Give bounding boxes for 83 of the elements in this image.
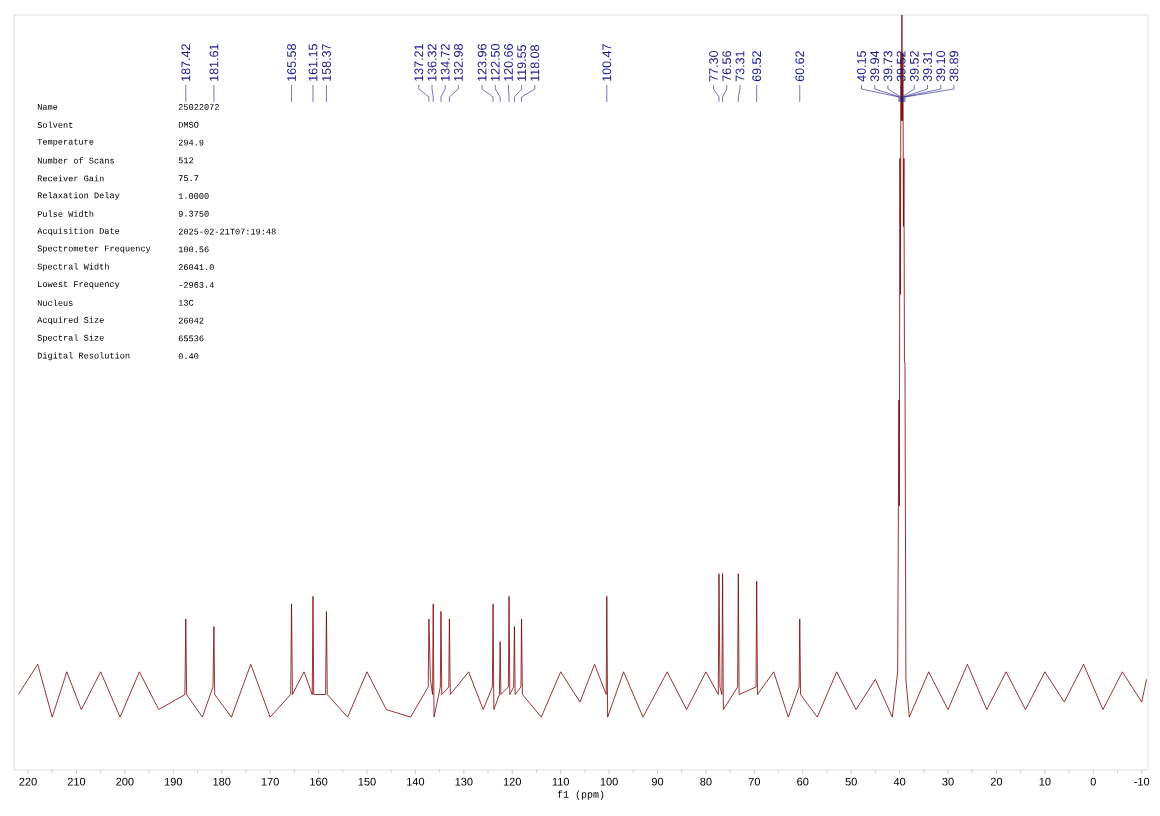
annotation: 165.58 [287, 44, 296, 81]
annotation: -2963.4 [179, 282, 214, 288]
annotation: Acquisition Date [37, 227, 120, 236]
x-tick-label: 20 [990, 777, 1003, 786]
x-tick-label: 170 [261, 777, 279, 786]
annotation: 0.40 [178, 353, 199, 360]
annotation: 187.42 [181, 44, 191, 81]
x-axis-title: f1 (ppm) [557, 790, 604, 800]
annotation: 136.32 [427, 44, 437, 81]
x-tick-label: 70 [748, 777, 761, 786]
annotation: Receiver Gain [37, 175, 104, 182]
annotation: 69.52 [752, 51, 762, 82]
x-tick-label: 50 [845, 777, 857, 786]
annotation: 158.37 [322, 44, 331, 81]
annotation: 122.50 [490, 44, 500, 81]
x-tick-label: -10 [1134, 777, 1150, 786]
annotation: 100.47 [602, 44, 612, 81]
annotation: 73.31 [735, 51, 745, 82]
annotation: DMSO [178, 121, 199, 128]
x-tick-label: 220 [19, 777, 37, 786]
annotation: 39.73 [883, 51, 893, 82]
annotation: 26042 [178, 317, 204, 324]
x-tick-label: 10 [1039, 777, 1051, 786]
annotation: 39.94 [870, 50, 880, 82]
annotation: 123.96 [477, 44, 487, 81]
annotation: Spectral Width [37, 263, 109, 272]
x-tick-label: 90 [651, 777, 664, 786]
annotation: Lowest Frequency [38, 281, 120, 289]
annotation: 65536 [178, 335, 204, 342]
x-tick-label: 120 [503, 777, 521, 786]
x-tick-label: 40 [893, 777, 906, 786]
annotation: 39.10 [936, 51, 946, 82]
annotation: Solvent [37, 121, 73, 128]
x-tick-label: 180 [213, 777, 231, 786]
x-tick-label: 60 [797, 777, 809, 786]
annotation: 118.08 [530, 45, 540, 81]
x-tick-label: 130 [455, 777, 473, 786]
x-tick-label: 200 [116, 777, 134, 786]
annotation: Spectral Size [37, 334, 104, 343]
annotation: 40.15 [857, 51, 866, 82]
annotation: 120.66 [504, 44, 513, 81]
x-tick-label: 30 [942, 777, 954, 786]
annotation: Temperature [37, 138, 94, 147]
annotation: Acquired Size [37, 316, 104, 325]
annotation: Name [37, 104, 58, 110]
annotation: 2025-02-21T07:19:48 [178, 228, 276, 235]
x-tick-label: 0 [1090, 777, 1096, 786]
x-tick-label: 190 [164, 777, 183, 786]
annotation: 25022072 [178, 104, 219, 110]
annotation: 294.9 [178, 139, 204, 146]
annotation: 39.52 [896, 51, 906, 82]
annotation: 161.15 [308, 44, 318, 81]
annotation: 9.3750 [178, 210, 209, 217]
annotation: 39.31 [923, 51, 932, 82]
x-tick-label: 150 [358, 777, 376, 786]
annotation: 60.62 [795, 51, 805, 82]
annotation: Digital Resolution [37, 352, 130, 361]
annotation: 512 [178, 157, 194, 164]
annotation: 13C [178, 299, 194, 306]
x-tick-label: 80 [700, 777, 712, 786]
annotation: Relaxation Delay [37, 191, 120, 200]
annotation: Number of Scans [37, 157, 114, 164]
annotation: 76.56 [722, 51, 732, 82]
x-tick-label: 160 [310, 777, 328, 786]
annotation: 119.55 [517, 45, 527, 81]
x-tick-label: 100 [600, 777, 618, 786]
annotation: 75.7 [178, 175, 199, 182]
annotation: Spectrometer Frequency [37, 245, 151, 254]
annotation: 100.56 [178, 246, 209, 253]
annotation: 77.30 [709, 51, 718, 82]
annotation: 26041.0 [178, 264, 214, 271]
x-tick-label: 210 [67, 777, 86, 786]
annotation: 39.52 [909, 51, 919, 82]
annotation: Pulse Width [37, 210, 94, 217]
annotation: 132.98 [453, 44, 463, 81]
annotation: Nucleus [37, 299, 73, 306]
x-tick-label: 110 [552, 777, 569, 786]
annotation: 134.72 [440, 44, 450, 81]
x-tick-label: 140 [407, 777, 425, 786]
annotation: 181.61 [209, 44, 219, 81]
annotation: 38.89 [949, 51, 959, 82]
annotation: 1.0000 [178, 193, 209, 199]
annotation: 137.21 [414, 44, 424, 81]
